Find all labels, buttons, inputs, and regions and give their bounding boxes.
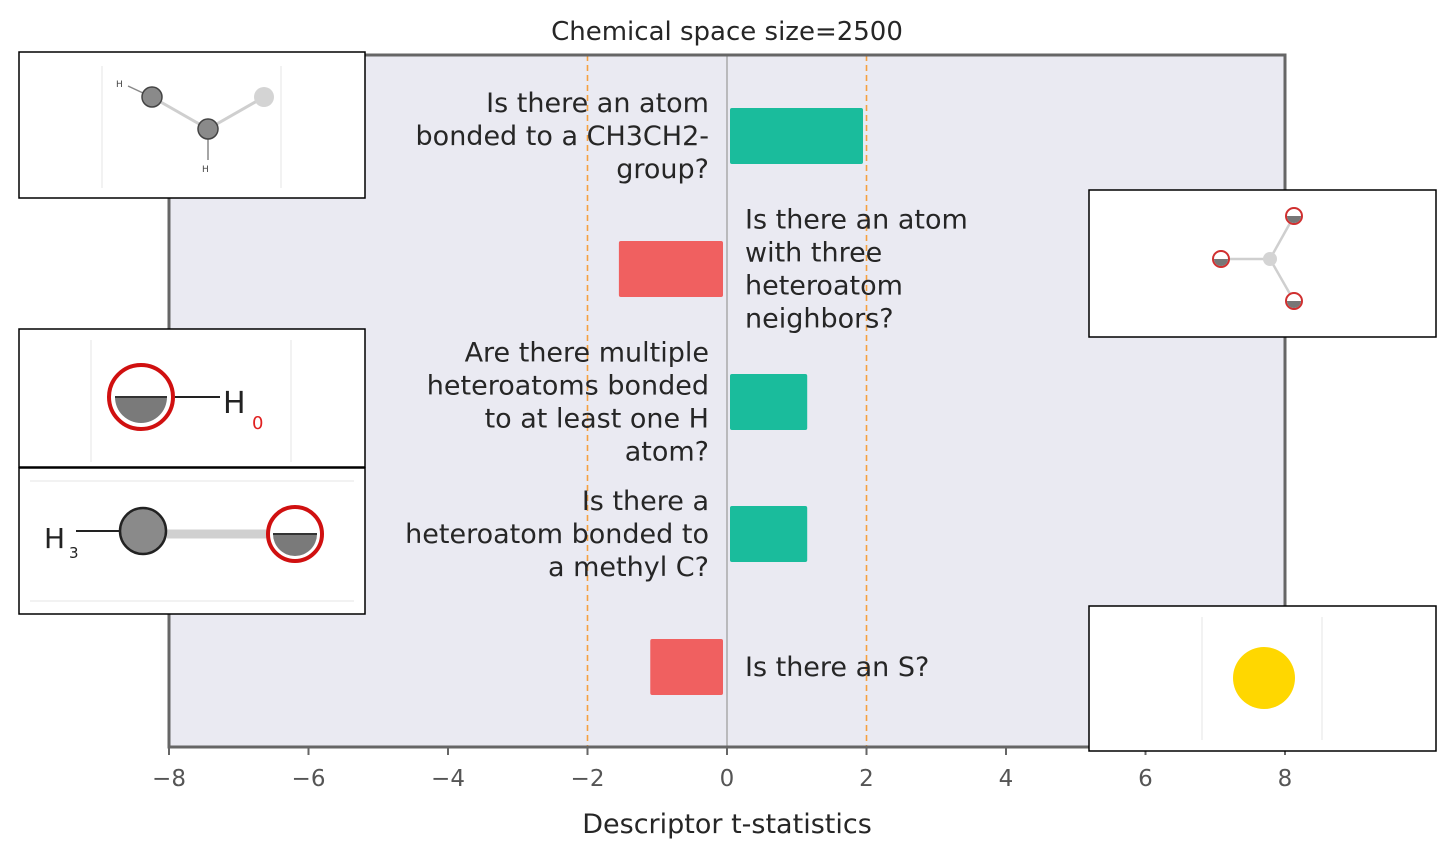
bar-label-line: bonded to a CH3CH2- bbox=[416, 121, 709, 152]
inset-atom-subscript: 3 bbox=[69, 544, 79, 562]
bar-label-line: heteroatom bbox=[745, 271, 903, 302]
x-axis-label: Descriptor t-statistics bbox=[582, 809, 872, 840]
bar-label-line: atom? bbox=[625, 437, 709, 468]
bar-labels: Is there an atom bonded to a CH3CH2-group… bbox=[405, 88, 968, 683]
bar-label: Is there a heteroatom bonded to a methyl C… bbox=[405, 486, 709, 583]
inset-sulfur-atom bbox=[1088, 605, 1437, 752]
bar-label-line: to at least one H bbox=[485, 404, 709, 435]
sulfur-atom-icon bbox=[1233, 647, 1295, 709]
inset-atom-label: H bbox=[223, 386, 246, 421]
bars bbox=[618, 108, 864, 695]
carbon-atom-icon bbox=[141, 86, 163, 108]
heteroatom-icon bbox=[1212, 250, 1230, 268]
threshold-lines bbox=[586, 55, 868, 747]
bar-label: Is there an atom with three heteroatom neig… bbox=[745, 205, 968, 335]
bar bbox=[730, 374, 808, 430]
central-atom-icon bbox=[1263, 252, 1277, 266]
bar bbox=[650, 639, 723, 695]
x-tick-label: 8 bbox=[1278, 766, 1293, 792]
bar-label-line: with three bbox=[745, 238, 882, 269]
x-tick-label: −6 bbox=[292, 766, 326, 792]
bar-label: Is there an atom bonded to a CH3CH2-group… bbox=[416, 88, 709, 185]
inset-three-heteroatom-neighbors bbox=[1088, 189, 1437, 338]
bar bbox=[618, 241, 723, 297]
bar-label-line: Is there an atom bbox=[745, 205, 968, 236]
bar bbox=[730, 506, 808, 562]
bar-label-line: heteroatom bonded to bbox=[405, 519, 709, 550]
inset-multiple-heteroatoms-h: H 0 bbox=[18, 328, 366, 468]
carbon-atom-icon bbox=[118, 506, 168, 556]
x-tick-label: 2 bbox=[859, 766, 874, 792]
inset-heteroatom-methyl-c: H 3 bbox=[18, 467, 366, 615]
carbon-atom-icon bbox=[197, 118, 219, 140]
inset-atom-label: H bbox=[116, 80, 123, 90]
bar-label-line: group? bbox=[616, 154, 709, 185]
bar-label-line: neighbors? bbox=[745, 304, 894, 335]
bar-label-line: Is there a bbox=[582, 486, 709, 517]
bar-label-line: Is there an atom bbox=[486, 88, 709, 119]
inset-atom-subscript: 0 bbox=[252, 413, 263, 434]
x-tick-label: −8 bbox=[152, 766, 186, 792]
x-tick-label: 4 bbox=[999, 766, 1014, 792]
bar bbox=[730, 108, 864, 164]
inset-atom-label: H bbox=[202, 165, 209, 175]
bar-label-line: Are there multiple bbox=[465, 338, 709, 369]
x-axis-ticks: −8 −6 −4 −2 0 2 4 6 8 bbox=[152, 747, 1292, 792]
inset-ch3ch2-group: H H bbox=[18, 51, 366, 199]
bar-label: Are there multiple heteroatoms bonded to a… bbox=[427, 338, 709, 468]
inset-atom-label: H bbox=[44, 522, 65, 555]
heteroatom-icon bbox=[266, 505, 324, 563]
x-tick-label: 6 bbox=[1138, 766, 1153, 792]
heteroatom-icon bbox=[1285, 207, 1303, 225]
x-tick-label: 0 bbox=[720, 766, 735, 792]
x-tick-label: −4 bbox=[431, 766, 465, 792]
heteroatom-icon bbox=[107, 363, 175, 431]
chart-title: Chemical space size=2500 bbox=[551, 17, 903, 47]
bar-label: Is there an S? bbox=[745, 652, 929, 683]
heteroatom-icon bbox=[1285, 292, 1303, 310]
generic-atom-icon bbox=[254, 87, 274, 107]
bar-label-line: a methyl C? bbox=[548, 552, 709, 583]
bar-label-line: heteroatoms bonded bbox=[427, 371, 709, 402]
x-tick-label: −2 bbox=[571, 766, 605, 792]
bar-label-line: Is there an S? bbox=[745, 652, 929, 683]
